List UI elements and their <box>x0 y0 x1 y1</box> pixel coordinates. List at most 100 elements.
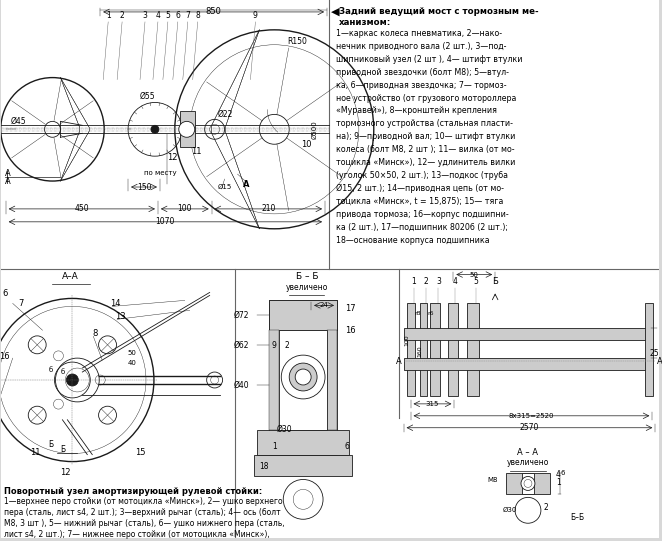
Text: 6: 6 <box>2 289 7 298</box>
Text: 1: 1 <box>411 277 416 286</box>
Circle shape <box>179 121 195 137</box>
Text: Ø55: Ø55 <box>140 92 156 101</box>
Text: на); 9—приводной вал; 10— штифт втулки: на); 9—приводной вал; 10— штифт втулки <box>336 133 515 141</box>
Text: 315: 315 <box>426 401 439 407</box>
Text: Б: Б <box>493 277 498 286</box>
Text: 2: 2 <box>285 341 289 349</box>
Bar <box>1 268 234 538</box>
Text: 2: 2 <box>544 503 548 512</box>
Text: ◀: ◀ <box>331 7 340 17</box>
Text: 2570: 2570 <box>520 423 539 432</box>
Text: 100: 100 <box>177 204 192 213</box>
Text: Ø15, 2 шт.); 14—приводная цепь (от мо-: Ø15, 2 шт.); 14—приводная цепь (от мо- <box>336 184 504 193</box>
Text: Ø15: Ø15 <box>217 184 232 190</box>
Text: Б – Б: Б – Б <box>296 272 318 281</box>
Bar <box>399 268 659 538</box>
Text: 4: 4 <box>156 11 160 21</box>
Text: 160: 160 <box>417 345 422 357</box>
Text: пера (сталь, лист s4, 2 шт.); 3—верхний рычаг (сталь); 4— ось (болт: пера (сталь, лист s4, 2 шт.); 3—верхний … <box>4 509 281 517</box>
Bar <box>448 304 458 396</box>
Text: 1: 1 <box>272 442 277 451</box>
Text: 7: 7 <box>18 299 23 308</box>
Text: 9: 9 <box>272 341 277 349</box>
Bar <box>269 330 279 430</box>
Text: Б: Б <box>60 445 65 454</box>
Text: 4: 4 <box>556 470 561 479</box>
Text: ное устройство (от грузового мотороллера: ное устройство (от грузового мотороллера <box>336 94 516 102</box>
Text: R150: R150 <box>287 37 307 47</box>
Text: 6: 6 <box>345 442 350 451</box>
Text: 9: 9 <box>253 11 258 21</box>
Text: Ø62: Ø62 <box>234 341 250 349</box>
Text: 4: 4 <box>453 277 458 286</box>
Text: 50: 50 <box>128 350 136 356</box>
Text: M8: M8 <box>488 478 498 484</box>
Text: A: A <box>243 180 250 188</box>
Text: б: б <box>48 367 52 373</box>
Circle shape <box>66 374 78 386</box>
Bar <box>234 268 399 538</box>
Text: A: A <box>396 357 402 366</box>
Circle shape <box>295 369 311 385</box>
Text: A: A <box>657 357 662 366</box>
Text: 18: 18 <box>260 462 269 471</box>
Bar <box>645 304 653 396</box>
Text: 1—каркас колеса пневматика, 2—нако-: 1—каркас колеса пневматика, 2—нако- <box>336 29 502 38</box>
Text: 1: 1 <box>106 11 111 21</box>
Text: Поворотный узел амортизирующей рулевой стойки:: Поворотный узел амортизирующей рулевой с… <box>4 487 262 497</box>
Text: Ø500: Ø500 <box>311 120 317 138</box>
Text: Б: Б <box>48 440 53 449</box>
Text: 7: 7 <box>185 11 190 21</box>
Text: 450: 450 <box>75 204 89 213</box>
Bar <box>420 304 428 396</box>
Text: r6: r6 <box>427 311 434 316</box>
Text: 1—верхнее перо стойки (от мотоцикла «Минск»), 2— ушко верхнего: 1—верхнее перо стойки (от мотоцикла «Мин… <box>4 497 283 506</box>
Bar <box>258 430 349 454</box>
Text: (уголок 50×50, 2 шт.); 13—подкос (труба: (уголок 50×50, 2 шт.); 13—подкос (труба <box>336 171 508 180</box>
Circle shape <box>521 477 535 490</box>
Text: шипниковый узел (2 шт ), 4— штифт втулки: шипниковый узел (2 шт ), 4— штифт втулки <box>336 55 522 64</box>
Bar <box>254 454 352 477</box>
Text: привода тормоза; 16—корпус подшипни-: привода тормоза; 16—корпус подшипни- <box>336 210 508 219</box>
Text: 5: 5 <box>166 11 170 21</box>
Text: Ø30: Ø30 <box>277 425 292 434</box>
Text: 40: 40 <box>128 360 136 366</box>
Text: 2: 2 <box>423 277 428 286</box>
Text: 11: 11 <box>30 448 41 457</box>
Bar <box>506 472 550 494</box>
Text: 850: 850 <box>206 8 222 16</box>
Bar <box>329 0 659 268</box>
Text: 8: 8 <box>93 329 98 338</box>
Text: А – А: А – А <box>518 448 538 457</box>
Text: тормозного устройства (стальная пласти-: тормозного устройства (стальная пласти- <box>336 120 513 128</box>
Text: A: A <box>5 176 11 186</box>
Text: Ø72: Ø72 <box>234 311 250 320</box>
Text: 16: 16 <box>0 352 10 361</box>
Text: тоцикла «Минск»), 12— удлинитель вилки: тоцикла «Минск»), 12— удлинитель вилки <box>336 158 515 167</box>
Text: Б–Б: Б–Б <box>571 513 585 522</box>
Text: 15: 15 <box>135 448 145 457</box>
Text: 17: 17 <box>345 304 355 313</box>
Bar <box>1 0 329 268</box>
Text: колеса (болт М8, 2 шт ); 11— вилка (от мо-: колеса (болт М8, 2 шт ); 11— вилка (от м… <box>336 145 514 154</box>
Text: 6: 6 <box>175 11 180 21</box>
Text: Ø40: Ø40 <box>234 380 250 390</box>
Bar <box>279 330 327 430</box>
Text: ка (2 шт.), 17—подшипник 80206 (2 шт.);: ка (2 шт.), 17—подшипник 80206 (2 шт.); <box>336 223 508 232</box>
Text: 2: 2 <box>120 11 124 21</box>
Bar <box>180 111 195 147</box>
Text: 14: 14 <box>110 299 120 308</box>
Bar <box>406 304 414 396</box>
Circle shape <box>151 126 159 133</box>
Text: 12: 12 <box>167 153 178 162</box>
Text: 6: 6 <box>561 470 565 476</box>
Text: Ø30: Ø30 <box>503 507 517 513</box>
Text: A: A <box>5 169 11 177</box>
Text: 10: 10 <box>301 140 311 149</box>
Circle shape <box>289 363 317 391</box>
Text: 150: 150 <box>137 182 151 192</box>
Text: увеличено: увеличено <box>507 458 549 467</box>
Text: 100: 100 <box>404 334 409 346</box>
Bar <box>269 300 337 330</box>
Text: «Муравей»), 8—кронштейн крепления: «Муравей»), 8—кронштейн крепления <box>336 107 497 115</box>
